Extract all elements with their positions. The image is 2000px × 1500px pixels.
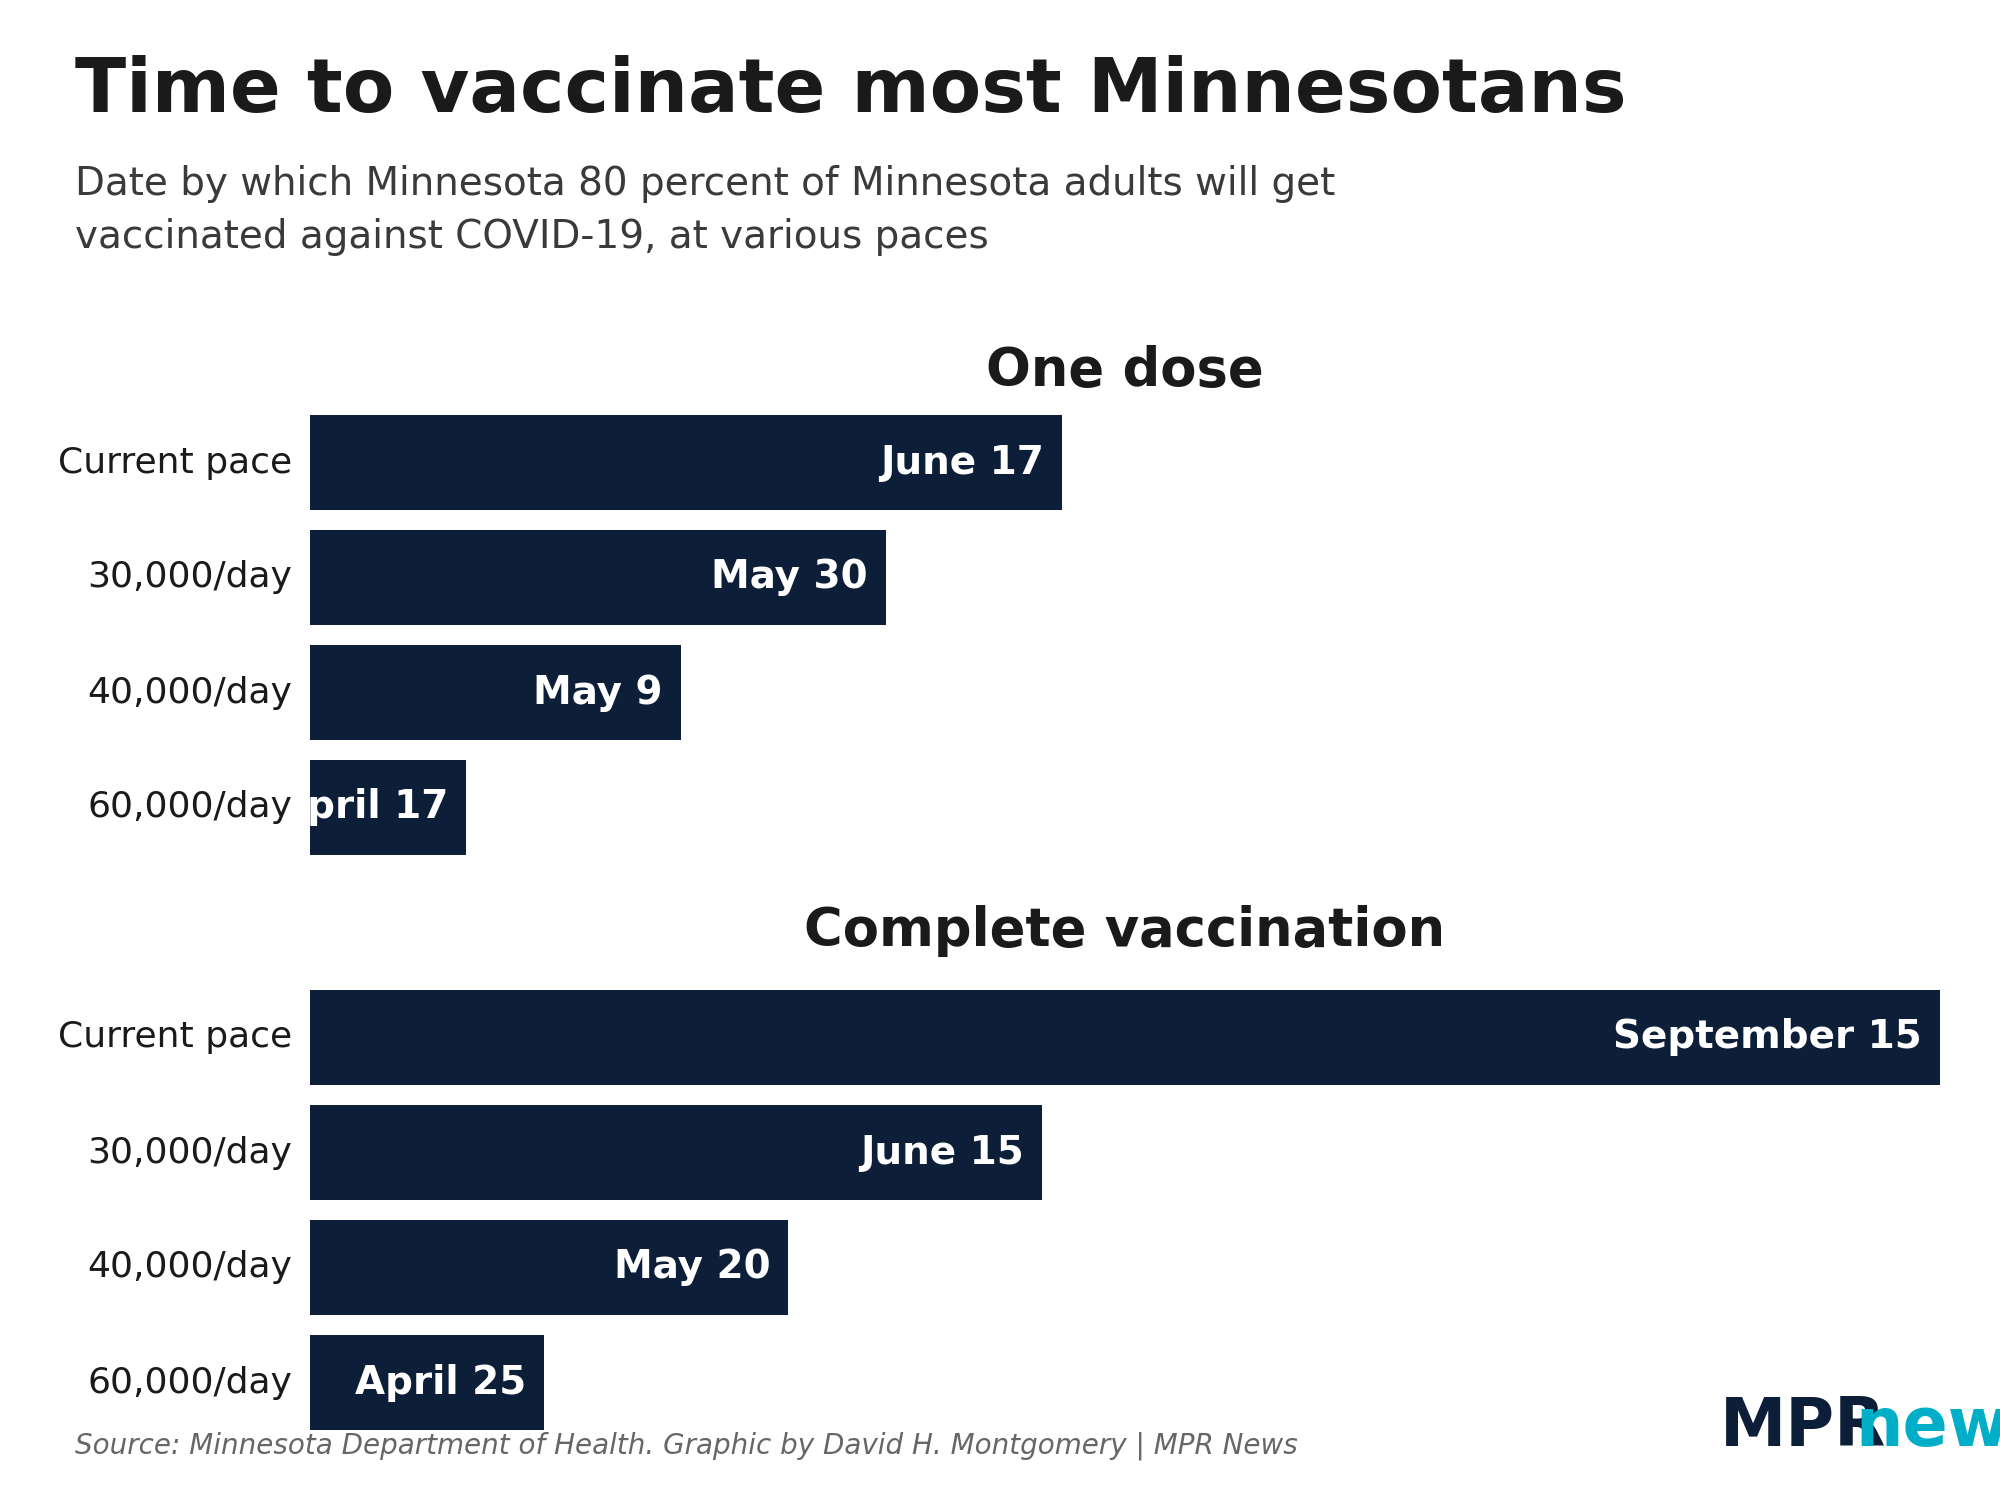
Text: Date by which Minnesota 80 percent of Minnesota adults will get
vaccinated again: Date by which Minnesota 80 percent of Mi… — [76, 165, 1336, 256]
Text: June 15: June 15 — [860, 1134, 1024, 1172]
Text: September 15: September 15 — [1614, 1019, 1922, 1056]
Bar — [310, 416, 1062, 510]
Bar — [310, 530, 886, 626]
Bar — [310, 990, 1940, 1084]
Bar — [310, 1106, 1042, 1200]
Bar — [310, 1335, 544, 1430]
Text: news: news — [1856, 1394, 2000, 1460]
Text: Complete vaccination: Complete vaccination — [804, 904, 1446, 957]
Text: May 20: May 20 — [614, 1248, 770, 1287]
Text: Current pace: Current pace — [58, 446, 292, 480]
Text: 40,000/day: 40,000/day — [88, 675, 292, 710]
Bar — [310, 760, 466, 855]
Text: Source: Minnesota Department of Health. Graphic by David H. Montgomery | MPR New: Source: Minnesota Department of Health. … — [76, 1431, 1298, 1460]
Text: 40,000/day: 40,000/day — [88, 1251, 292, 1284]
Text: 30,000/day: 30,000/day — [88, 1136, 292, 1170]
Text: 60,000/day: 60,000/day — [88, 1365, 292, 1400]
Bar — [310, 1220, 788, 1316]
Text: Time to vaccinate most Minnesotans: Time to vaccinate most Minnesotans — [76, 56, 1626, 128]
Text: Current pace: Current pace — [58, 1020, 292, 1054]
Text: April 17: April 17 — [276, 789, 448, 826]
Text: 60,000/day: 60,000/day — [88, 790, 292, 825]
Text: 30,000/day: 30,000/day — [88, 561, 292, 594]
Text: May 9: May 9 — [534, 674, 662, 711]
Text: May 30: May 30 — [712, 558, 868, 597]
Text: June 17: June 17 — [880, 444, 1044, 482]
Text: MPR: MPR — [1720, 1394, 1886, 1460]
Text: April 25: April 25 — [356, 1364, 526, 1401]
Text: One dose: One dose — [986, 345, 1264, 398]
Bar — [310, 645, 680, 740]
